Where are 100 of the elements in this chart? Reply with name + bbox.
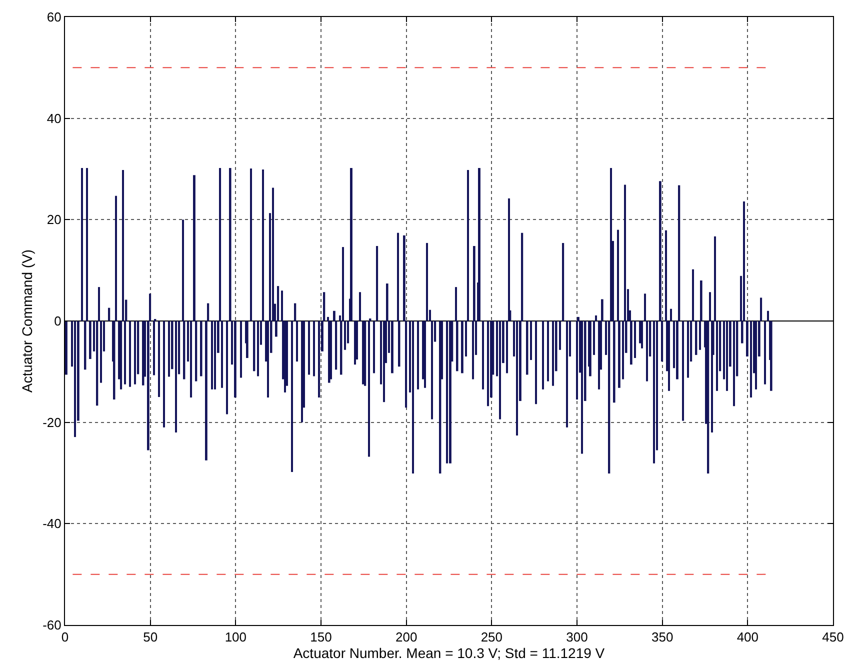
bar [153, 321, 155, 376]
bar [354, 321, 356, 365]
bar [65, 321, 68, 375]
bar [108, 308, 110, 321]
bar [134, 321, 136, 384]
bar [250, 168, 252, 321]
bar [581, 321, 583, 454]
bar [313, 321, 315, 376]
bar [291, 321, 293, 472]
bar [221, 321, 223, 388]
bar [240, 321, 242, 378]
y-tick-label: -60 [42, 618, 62, 633]
bar [74, 321, 76, 438]
y-tick-label: 20 [46, 212, 62, 228]
bar [439, 321, 442, 474]
bar [158, 321, 160, 397]
bar [589, 321, 592, 376]
bar [308, 321, 310, 375]
bar [530, 321, 532, 360]
bar [100, 321, 102, 383]
bar [535, 321, 537, 404]
bar [653, 321, 655, 464]
x-tick-label: 50 [143, 630, 158, 645]
y-tick-label: 0 [54, 314, 62, 329]
bar [644, 294, 646, 321]
bar [168, 321, 170, 377]
bar [595, 315, 597, 321]
bar [113, 321, 116, 400]
bar [96, 321, 98, 406]
bar [562, 242, 564, 321]
bar [487, 321, 489, 406]
bar [294, 303, 296, 321]
bar [98, 287, 100, 321]
bar [383, 321, 385, 402]
bar [272, 188, 274, 321]
bar [552, 321, 554, 386]
bar [122, 170, 124, 321]
bar [755, 321, 757, 390]
x-tick-label: 300 [566, 630, 588, 645]
bar [750, 321, 752, 398]
bar [516, 321, 518, 436]
bar [163, 321, 165, 428]
bar [350, 168, 352, 321]
x-tick-label: 400 [736, 630, 759, 645]
bar [120, 321, 122, 390]
bar [129, 321, 131, 387]
bar [200, 321, 202, 376]
bar [646, 321, 648, 382]
bar [175, 321, 177, 432]
x-tick-label: 100 [224, 630, 247, 645]
bar [330, 321, 332, 380]
bar [234, 321, 236, 398]
bar [376, 246, 378, 321]
bar [682, 321, 684, 421]
bar [467, 170, 469, 321]
bar [89, 321, 92, 359]
y-tick-label: -20 [42, 414, 62, 430]
bar [301, 321, 303, 422]
bar [296, 321, 298, 362]
y-tick-label: 40 [46, 110, 62, 126]
bar [86, 168, 88, 321]
bar [344, 321, 346, 350]
bar [267, 321, 269, 398]
bar [412, 321, 414, 474]
bar [668, 321, 670, 391]
bar [253, 321, 256, 372]
y-tick-label: -40 [42, 516, 62, 532]
bar [716, 321, 718, 391]
bar [499, 321, 501, 420]
bar [262, 170, 264, 321]
bar [246, 321, 248, 358]
x-tick-label: 450 [822, 630, 844, 645]
bar [566, 321, 568, 428]
bar [426, 242, 428, 321]
bar [542, 321, 544, 390]
bar [764, 321, 766, 384]
bar [461, 321, 464, 374]
bar [115, 196, 117, 321]
bar [81, 168, 83, 321]
bar [687, 321, 689, 378]
bar [84, 321, 86, 370]
bar [373, 321, 375, 374]
bar [190, 321, 192, 398]
bar [478, 168, 480, 321]
bar [446, 321, 448, 464]
bar [214, 321, 216, 390]
bar [692, 269, 694, 321]
bar [726, 321, 728, 391]
x-axis-title: Actuator Number. Mean = 10.3 V; Std = 11.1219 V [293, 644, 606, 661]
bar [417, 321, 420, 390]
bar [142, 321, 144, 386]
bar [695, 321, 698, 355]
bar [767, 310, 769, 321]
bar [709, 292, 711, 321]
bar [641, 321, 643, 348]
bar [733, 321, 735, 406]
bar [506, 321, 508, 374]
bar [598, 321, 600, 390]
bar [508, 198, 510, 321]
x-tick-label: 150 [310, 630, 332, 645]
